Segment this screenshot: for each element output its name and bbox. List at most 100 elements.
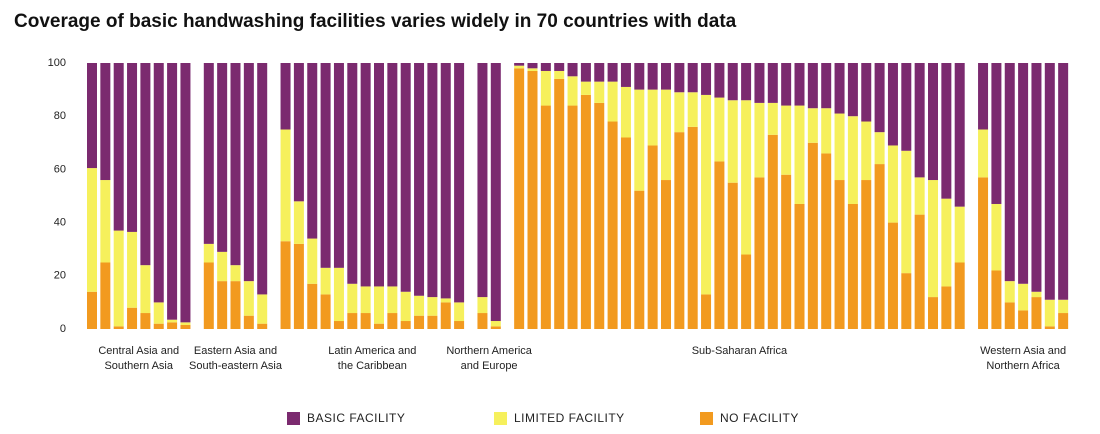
bar-segment (320, 294, 331, 329)
bar-segment (580, 63, 591, 82)
bar-segment (674, 63, 685, 93)
bar-segment (440, 302, 451, 329)
y-tick-label: 40 (54, 217, 66, 229)
bar-segment (991, 270, 1002, 329)
bar-segment (293, 201, 304, 244)
bar-segment (887, 145, 898, 223)
bar-segment (847, 63, 858, 117)
bar-segment (794, 203, 805, 329)
chart-title: Coverage of basic handwashing facilities… (14, 11, 737, 32)
bar-segment (567, 105, 578, 329)
bar-segment (333, 267, 344, 322)
bar-segment (514, 65, 525, 69)
bar-segment (1058, 313, 1069, 329)
bar-segment (320, 63, 331, 268)
bar-segment (1018, 63, 1029, 284)
bar-segment (807, 63, 818, 109)
bar-segment (477, 297, 488, 314)
legend-label: BASIC FACILITY (307, 411, 405, 425)
bar-segment (580, 81, 591, 95)
bar-segment (414, 295, 425, 316)
bar-segment (87, 168, 97, 292)
bar-segment (754, 177, 765, 329)
bar-segment (701, 294, 712, 329)
bar-segment (901, 150, 912, 274)
legend-label: NO FACILITY (720, 411, 799, 425)
y-tick-label: 100 (48, 57, 66, 69)
bar-segment (203, 243, 214, 263)
bar-segment (1018, 283, 1029, 311)
bar-segment (307, 63, 318, 239)
bar-segment (754, 63, 765, 103)
bar-segment (941, 63, 952, 199)
bar-segment (333, 321, 344, 329)
group-label: Central Asia and (98, 345, 179, 357)
bar-segment (887, 222, 898, 329)
bar-segment (490, 326, 501, 329)
bar-segment (100, 63, 111, 181)
bar-segment (113, 230, 124, 327)
bar-segment (901, 273, 912, 329)
bar-segment (414, 315, 425, 329)
bar-segment (490, 63, 501, 322)
bar-segment (427, 63, 438, 298)
bar-segment (714, 97, 725, 162)
bar-segment (727, 63, 738, 101)
bar-segment (454, 321, 465, 329)
bar-segment (153, 302, 164, 324)
bar-segment (554, 63, 565, 71)
bar-segment (1004, 63, 1015, 282)
bar-segment (490, 321, 501, 327)
bar-segment (727, 100, 738, 183)
bar-segment (861, 121, 872, 181)
bar-segment (847, 203, 858, 329)
bar-segment (661, 63, 671, 90)
bar-segment (333, 63, 344, 268)
bar-segment (928, 63, 938, 181)
bar-segment (647, 145, 658, 329)
bar-segment (180, 325, 191, 329)
bar-segment (767, 63, 778, 103)
bar-segment (634, 190, 645, 329)
bar-segment (1031, 63, 1042, 292)
bar-segment (307, 283, 318, 329)
bar-segment (914, 63, 925, 178)
bar-segment (320, 267, 331, 295)
bar-segment (701, 63, 712, 95)
bar-segment (140, 265, 151, 314)
bar-segment (794, 63, 805, 106)
bar-segment (477, 313, 488, 329)
bar-segment (203, 63, 214, 244)
bar-segment (1058, 299, 1069, 314)
bar-segment (661, 180, 671, 329)
bar-segment (620, 137, 631, 329)
bar-segment (1044, 299, 1055, 327)
bar-segment (607, 121, 618, 330)
bar-segment (100, 180, 111, 263)
bar-segment (647, 63, 658, 90)
bar-segment (727, 182, 738, 329)
group-label: Sub-Saharan Africa (692, 345, 788, 357)
bar-segment (167, 322, 178, 329)
bar-segment (607, 81, 618, 122)
bar-segment (203, 262, 214, 329)
bar-segment (607, 63, 618, 82)
bar-segment (847, 116, 858, 204)
bar-segment (928, 180, 938, 298)
bar-segment (280, 129, 291, 242)
legend-label: LIMITED FACILITY (514, 411, 625, 425)
bar-segment (230, 265, 241, 282)
bar-segment (387, 313, 398, 329)
bar-segment (257, 63, 268, 295)
bar-segment (781, 174, 792, 329)
bar-segment (527, 63, 538, 69)
bar-segment (127, 231, 138, 308)
bar-segment (1058, 63, 1069, 300)
bar-segment (100, 262, 111, 329)
group-label: the Caribbean (338, 360, 407, 372)
bar-segment (781, 63, 792, 106)
bar-segment (514, 63, 525, 66)
bar-segment (1044, 63, 1055, 300)
bar-segment (374, 286, 384, 324)
bar-segment (701, 94, 712, 295)
